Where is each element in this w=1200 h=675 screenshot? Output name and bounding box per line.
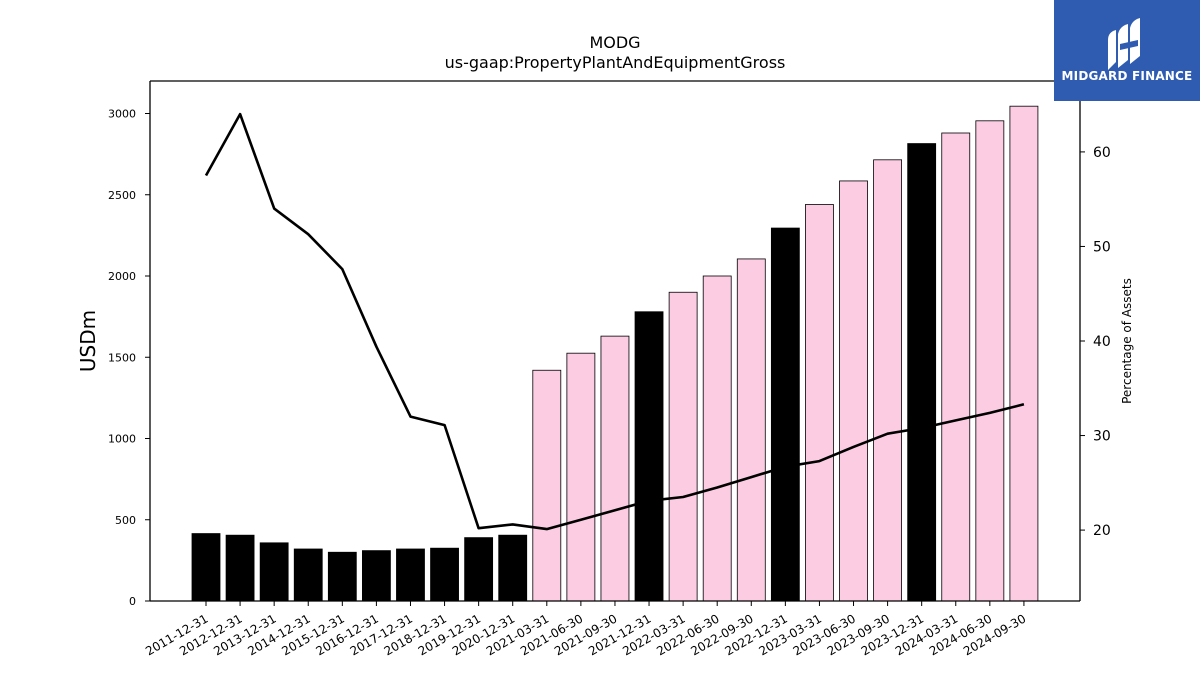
bar bbox=[702, 275, 732, 602]
bar bbox=[566, 352, 596, 602]
y-tick-label: 2000 bbox=[108, 270, 136, 283]
bar bbox=[907, 143, 937, 602]
y-tick-label: 1000 bbox=[108, 433, 136, 446]
y2-axis-label: Percentage of Assets bbox=[1120, 278, 1134, 404]
bar bbox=[634, 311, 664, 602]
bar bbox=[361, 550, 391, 602]
y2-tick-label: 30 bbox=[1093, 429, 1111, 445]
bar bbox=[600, 335, 630, 602]
y-tick-label: 3000 bbox=[108, 108, 136, 121]
bar bbox=[1009, 105, 1039, 602]
y-tick-label: 0 bbox=[129, 595, 136, 608]
bar bbox=[668, 291, 698, 602]
bar bbox=[191, 533, 221, 602]
bar bbox=[430, 547, 459, 602]
chart-subtitle: us-gaap:PropertyPlantAndEquipmentGross bbox=[445, 53, 786, 72]
midgard-logo-mark-icon bbox=[1108, 18, 1140, 70]
y-tick-label: 1500 bbox=[108, 351, 136, 364]
y2-tick-label: 40 bbox=[1093, 334, 1111, 350]
midgard-logo-text: MIDGARD FINANCE bbox=[1061, 69, 1193, 83]
midgard-logo: MIDGARD FINANCE bbox=[1054, 0, 1200, 101]
bar bbox=[532, 369, 562, 602]
bar-group bbox=[191, 105, 1039, 602]
y2-tick-label: 50 bbox=[1093, 239, 1111, 255]
chart-title: MODG bbox=[589, 33, 640, 52]
y-axis-label: USDm bbox=[76, 310, 100, 372]
bar bbox=[464, 537, 494, 602]
bar bbox=[770, 227, 800, 602]
y2-tick-label: 60 bbox=[1093, 145, 1111, 161]
bar bbox=[839, 180, 868, 602]
y-tick-label: 500 bbox=[115, 514, 136, 527]
bar bbox=[293, 548, 323, 602]
bar bbox=[396, 548, 425, 602]
bar bbox=[259, 542, 289, 602]
bar bbox=[873, 159, 902, 602]
bar bbox=[225, 534, 255, 602]
line-group bbox=[204, 112, 1025, 531]
percentage-line bbox=[204, 112, 1025, 531]
bar bbox=[327, 551, 357, 602]
bar bbox=[736, 258, 766, 602]
bar bbox=[805, 204, 834, 602]
y2-tick-label: 20 bbox=[1093, 523, 1111, 539]
bar bbox=[941, 132, 971, 602]
y-tick-label: 2500 bbox=[108, 189, 136, 202]
bar bbox=[975, 120, 1005, 602]
bar bbox=[498, 534, 528, 602]
